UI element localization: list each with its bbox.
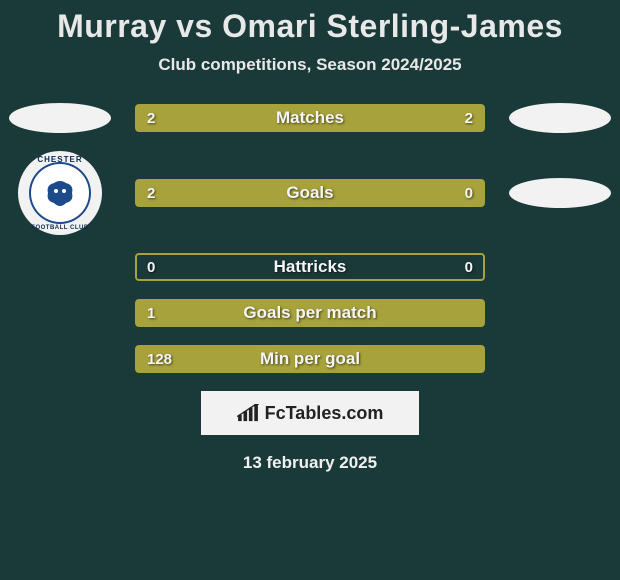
stat-bar-wrap: 0Hattricks0: [135, 253, 485, 281]
stat-bar: 2Goals0: [135, 179, 485, 207]
badge-col-right: [500, 103, 620, 133]
player2-badge-oval: [509, 178, 611, 208]
stat-bar-col: 0Hattricks0: [120, 253, 500, 281]
bar-chart-icon: [237, 404, 259, 422]
stat-bar-wrap: 2Matches2: [135, 104, 485, 132]
stat-bar-wrap: 2Goals0: [135, 179, 485, 207]
badge-col-right: [500, 178, 620, 208]
stat-label: Goals per match: [137, 301, 483, 325]
stat-row: 1Goals per match: [0, 299, 620, 327]
subtitle: Club competitions, Season 2024/2025: [0, 55, 620, 75]
player2-badge-oval: [509, 103, 611, 133]
crest-bottom-text: FOOTBALL CLUB: [31, 225, 88, 231]
badge-col-left: [0, 103, 120, 133]
date-text: 13 february 2025: [0, 453, 620, 473]
stat-bar: 0Hattricks0: [135, 253, 485, 281]
stat-row: 0Hattricks0: [0, 253, 620, 281]
stat-bar: 2Matches2: [135, 104, 485, 132]
brand-box: FcTables.com: [201, 391, 419, 435]
badge-col-left: CHESTERFOOTBALL CLUB: [0, 151, 120, 235]
stat-label: Min per goal: [137, 347, 483, 371]
lion-icon: [40, 173, 80, 213]
stat-bar: 1Goals per match: [135, 299, 485, 327]
player1-badge-oval: [9, 103, 111, 133]
stat-row: 2Matches2: [0, 103, 620, 133]
stat-bar: 128Min per goal: [135, 345, 485, 373]
stat-bar-col: 1Goals per match: [120, 299, 500, 327]
stat-label: Hattricks: [137, 255, 483, 279]
stat-value-p2: 0: [465, 181, 473, 205]
stat-bar-wrap: 128Min per goal: [135, 345, 485, 373]
stat-value-p2: 2: [465, 106, 473, 130]
brand-text: FcTables.com: [265, 403, 384, 424]
player1-crest: CHESTERFOOTBALL CLUB: [18, 151, 102, 235]
stat-row: CHESTERFOOTBALL CLUB 2Goals0: [0, 151, 620, 235]
crest-inner: [29, 162, 91, 224]
stat-label: Matches: [137, 106, 483, 130]
stat-label: Goals: [137, 181, 483, 205]
stat-row: 128Min per goal: [0, 345, 620, 373]
stat-bar-col: 128Min per goal: [120, 345, 500, 373]
stat-bar-col: 2Goals0: [120, 179, 500, 207]
page-title: Murray vs Omari Sterling-James: [0, 8, 620, 45]
infographic-root: Murray vs Omari Sterling-James Club comp…: [0, 0, 620, 473]
stat-bar-col: 2Matches2: [120, 104, 500, 132]
stat-bar-wrap: 1Goals per match: [135, 299, 485, 327]
stat-value-p2: 0: [465, 255, 473, 279]
